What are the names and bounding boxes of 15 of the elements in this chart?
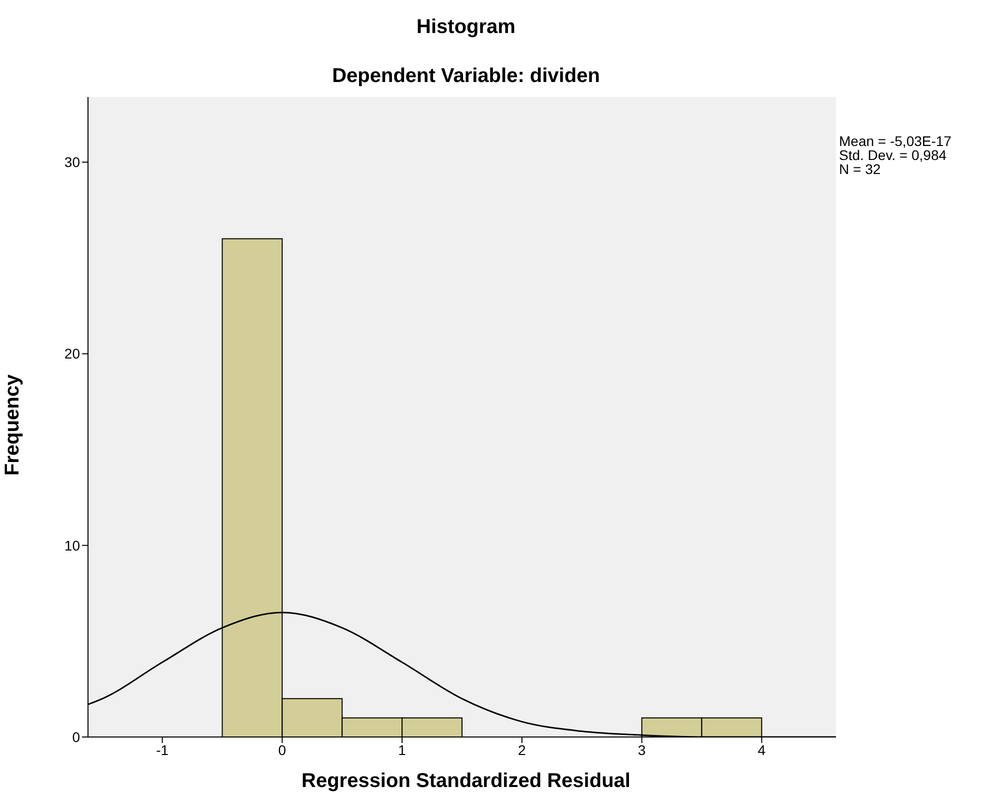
y-tick-label: 20 <box>64 346 80 362</box>
y-tick-label: 0 <box>72 728 80 745</box>
chart-title: Histogram <box>416 16 516 39</box>
text: Mean = -5,03E-17 Std. Dev. = 0,984 N = 32 <box>839 133 952 177</box>
x-tick-label: 3 <box>638 742 646 758</box>
chart-subtitle: Dependent Variable: dividen <box>331 65 601 88</box>
x-tick-label: -1 <box>156 742 169 758</box>
y-axis-title: Frequency <box>2 374 24 476</box>
x-axis-title: Regression Standardized Residual <box>300 770 632 793</box>
x-tick-label: 2 <box>518 742 526 758</box>
x-tick-label: 1 <box>398 742 406 758</box>
y-tick-label: 10 <box>64 537 80 554</box>
x-tick-label: 4 <box>758 742 766 758</box>
x-tick-label: 0 <box>278 742 286 758</box>
y-tick-label: 30 <box>64 154 80 170</box>
